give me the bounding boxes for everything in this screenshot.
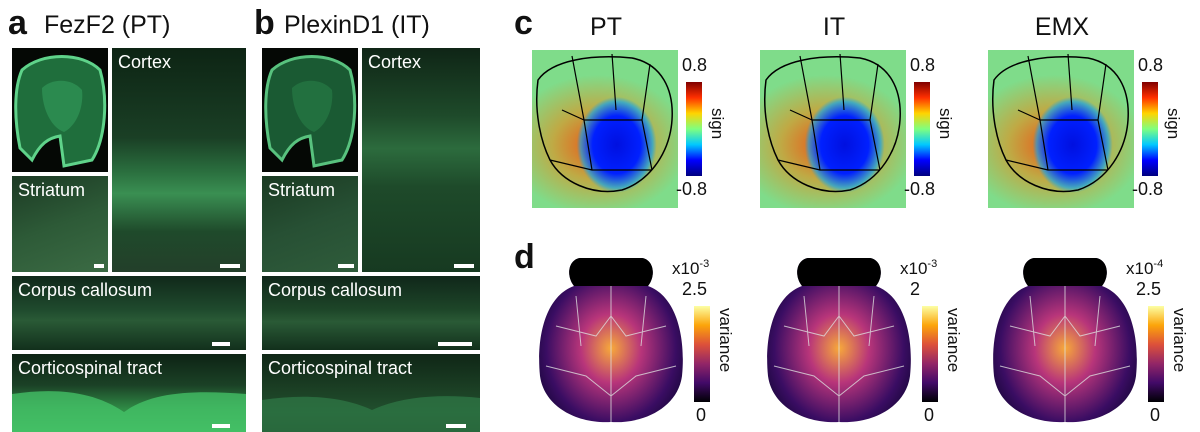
- scale-bar: [338, 264, 354, 268]
- dorsal-cortex-map: [993, 258, 1137, 423]
- colorbar-title: sign: [936, 108, 955, 140]
- colorbar-max-label: 2.5: [1136, 279, 1162, 299]
- exponent-power: -4: [1153, 258, 1164, 270]
- panel-b-cortex-label: Cortex: [368, 52, 422, 72]
- colorbar: [1148, 306, 1164, 402]
- panel-a-corpus-callosum-label: Corpus callosum: [18, 280, 153, 300]
- tract-image: [262, 396, 480, 432]
- colorbar-title: sign: [708, 108, 727, 140]
- panel-b-cortex-image: Cortex: [362, 48, 480, 272]
- sign-map-image: [988, 50, 1134, 208]
- colorbar: [694, 306, 710, 402]
- panel-a-title: FezF2 (PT): [44, 11, 171, 39]
- area-outline-overlay: [536, 53, 673, 193]
- variance-map-image: [990, 256, 1140, 426]
- brain-section-image: [264, 55, 357, 168]
- colorbar-min-label: 0: [1150, 405, 1161, 425]
- panel-a-cortex-image: Cortex: [112, 48, 246, 272]
- colorbar-max-label: 2.5: [682, 279, 708, 299]
- panel-b-corpus-callosum-image: Corpus callosum: [262, 276, 480, 350]
- colorbar: [922, 306, 938, 402]
- exponent-power: -3: [927, 258, 938, 270]
- panel-b-brain-section: [262, 48, 358, 172]
- colorbar-title: variance: [944, 308, 963, 373]
- panel-b-striatum-image: Striatum: [262, 176, 358, 272]
- area-outline-overlay: [764, 53, 901, 193]
- variance-map-image: [764, 256, 914, 426]
- panel-a-cortex-label: Cortex: [118, 52, 172, 72]
- colorbar-min-label: -0.8: [1132, 179, 1164, 199]
- panel-a-corticospinal-label: Corticospinal tract: [18, 358, 163, 378]
- colorbar-max-label: 0.8: [910, 55, 936, 75]
- colorbar-exponent: x10-4: [1126, 256, 1163, 277]
- dorsal-cortex-map: [539, 258, 683, 423]
- colorbar: [1142, 82, 1158, 176]
- colorbar-max-label: 0.8: [1138, 55, 1164, 75]
- colorbar-min-label: -0.8: [904, 179, 936, 199]
- panel-b-corticospinal-image: Corticospinal tract: [262, 354, 480, 432]
- colorbar-max-label: 0.8: [682, 55, 708, 75]
- scale-bar: [94, 264, 104, 268]
- sign-map-title: EMX: [1034, 13, 1090, 41]
- scale-bar: [446, 424, 466, 428]
- exponent-power: -3: [699, 258, 710, 270]
- colorbar-title: sign: [1164, 108, 1183, 140]
- panel-a-corticospinal-image: Corticospinal tract: [12, 354, 246, 432]
- panel-a-corpus-callosum-image: Corpus callosum: [12, 276, 246, 350]
- colorbar-max-label: 2: [910, 279, 921, 299]
- exponent-base: x10: [672, 259, 700, 278]
- panel-letter-a: a: [8, 4, 27, 42]
- colorbar-min-label: 0: [696, 405, 707, 425]
- scale-bar: [220, 264, 240, 268]
- panel-a-striatum-image: Striatum: [12, 176, 108, 272]
- panel-b-corticospinal-label: Corticospinal tract: [268, 358, 413, 378]
- brain-section-image: [14, 55, 107, 168]
- dorsal-cortex-map: [767, 258, 911, 423]
- colorbar-exponent: x10-3: [672, 256, 709, 277]
- panel-letter-c: c: [514, 4, 533, 42]
- tract-image: [12, 391, 246, 432]
- panel-a-striatum-label: Striatum: [18, 180, 86, 200]
- scale-bar: [212, 424, 230, 428]
- exponent-base: x10: [1126, 259, 1154, 278]
- exponent-base: x10: [900, 259, 928, 278]
- variance-map-image: [536, 256, 686, 426]
- colorbar-min-label: -0.8: [676, 179, 708, 199]
- scale-bar: [438, 342, 472, 346]
- colorbar-title: variance: [1170, 308, 1189, 373]
- panel-b-title: PlexinD1 (IT): [284, 11, 430, 39]
- panel-b-corpus-callosum-label: Corpus callosum: [268, 280, 403, 300]
- colorbar-title: variance: [716, 308, 735, 373]
- sign-map-image: [760, 50, 906, 208]
- colorbar: [914, 82, 930, 176]
- panel-b-striatum-label: Striatum: [268, 180, 336, 200]
- colorbar: [686, 82, 702, 176]
- sign-map-title: PT: [590, 13, 622, 41]
- colorbar-exponent: x10-3: [900, 256, 937, 277]
- sign-map-title: IT: [822, 13, 846, 41]
- panel-letter-d: d: [514, 238, 535, 276]
- panel-a-brain-section: [12, 48, 108, 172]
- scale-bar: [212, 342, 230, 346]
- colorbar-min-label: 0: [924, 405, 935, 425]
- scale-bar: [454, 264, 474, 268]
- sign-map-image: [532, 50, 678, 208]
- panel-letter-b: b: [254, 4, 275, 42]
- area-outline-overlay: [992, 53, 1129, 193]
